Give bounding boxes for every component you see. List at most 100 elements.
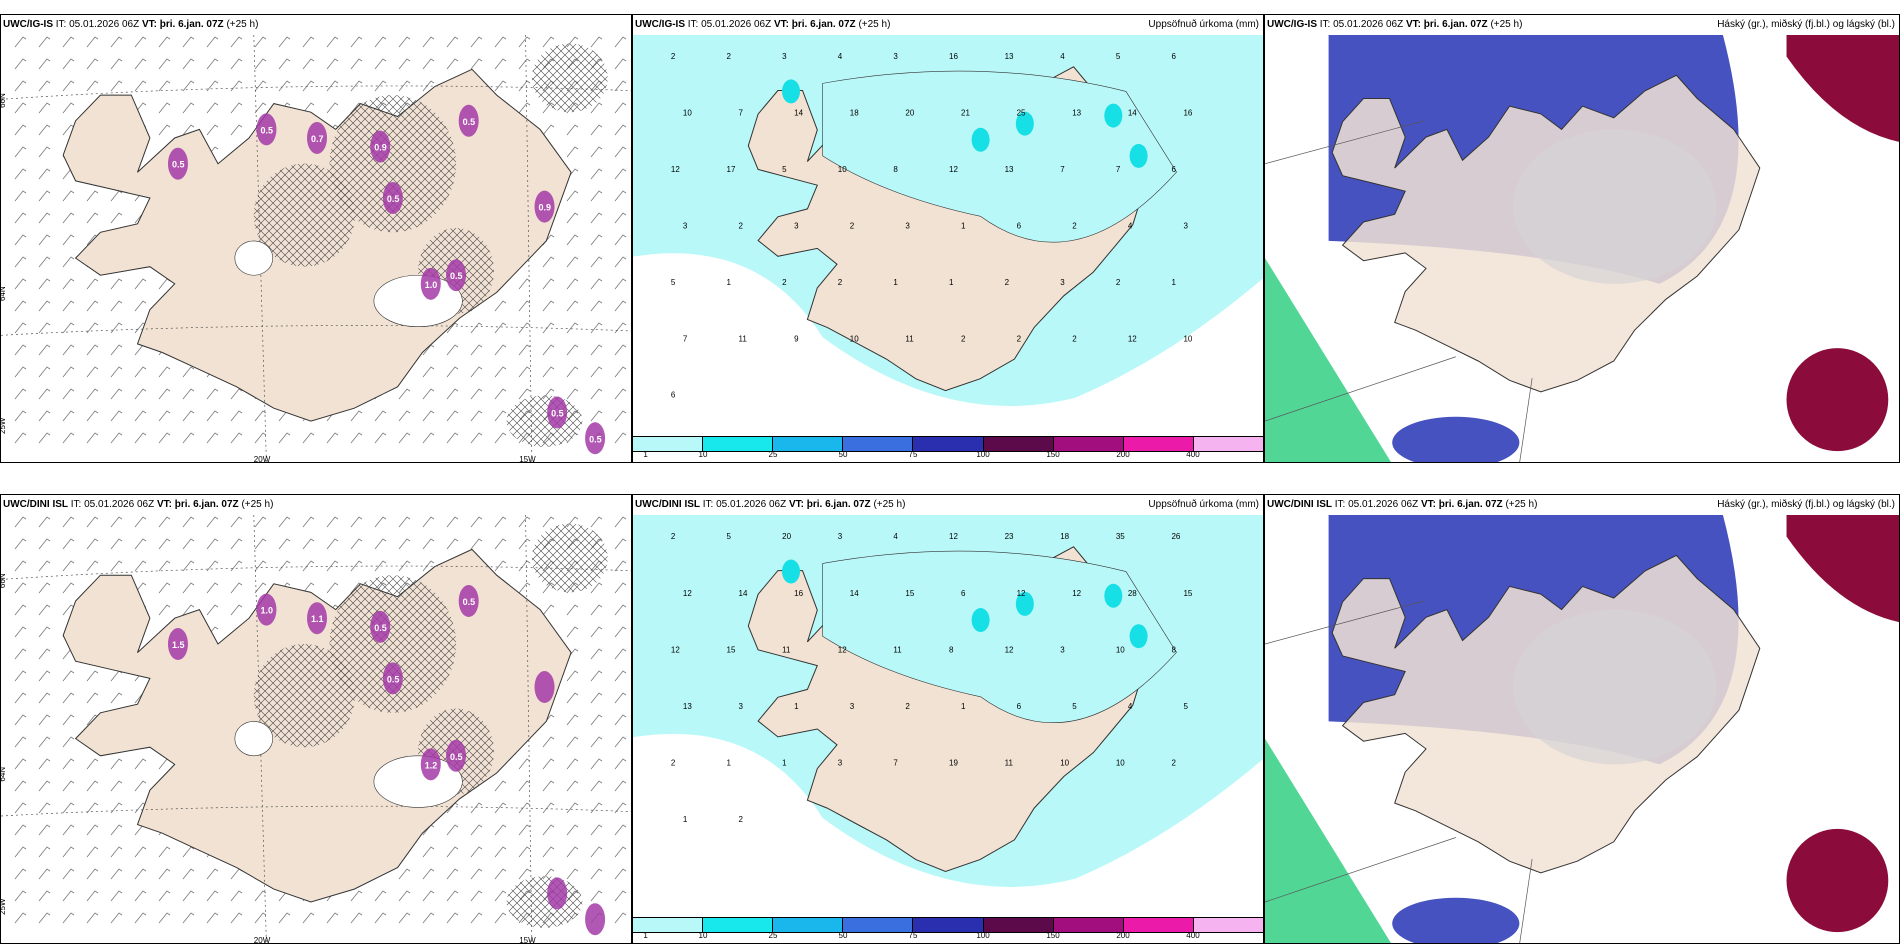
- wind-barb: [14, 80, 27, 92]
- wind-barb: [230, 516, 243, 528]
- wind-barb: [398, 890, 411, 902]
- wind-barb: [158, 538, 171, 550]
- panel-header: UWC/DINI ISL IT: 05.01.2026 06Z VT: þri.…: [1, 495, 631, 515]
- precip-amount-label: 6: [1017, 221, 1022, 230]
- longitude-line: [253, 35, 267, 462]
- wind-barb: [518, 58, 531, 70]
- wind-barb: [14, 626, 27, 638]
- precip-amount-label: 17: [727, 165, 736, 174]
- wind-barb: [14, 168, 27, 180]
- wind-barb: [494, 846, 507, 858]
- cloud-cover-map[interactable]: [1265, 35, 1900, 463]
- wind-barb: [614, 758, 627, 770]
- colorbar-swatch: [983, 437, 1054, 451]
- wind-barb: [14, 366, 27, 378]
- wind-barb: [182, 432, 195, 444]
- precip-amount-label: 11: [739, 334, 748, 343]
- wind-barb: [254, 58, 267, 70]
- lead-time: (+25 h): [226, 19, 259, 30]
- wind-barb: [590, 846, 603, 858]
- precip-amount-label: 7: [1116, 165, 1121, 174]
- wind-barb: [134, 300, 147, 312]
- wind-barb: [398, 80, 411, 92]
- glacier-area: [234, 240, 274, 276]
- wind-barb: [158, 868, 171, 880]
- wind-barb: [110, 670, 123, 682]
- precip-amount-label: 20: [905, 109, 914, 118]
- precip-amount-label: 14: [850, 589, 859, 598]
- wind-barb: [614, 388, 627, 400]
- wind-barb: [398, 388, 411, 400]
- wind-barb: [446, 344, 459, 356]
- wind-barb: [494, 80, 507, 92]
- wind-barb: [110, 432, 123, 444]
- wind-barb: [182, 846, 195, 858]
- cloud-cover-map[interactable]: [1265, 515, 1900, 944]
- precip-heavy-area: [971, 608, 990, 633]
- snow-area: [167, 147, 188, 180]
- wind-barb: [566, 714, 579, 726]
- wind-barb: [566, 256, 579, 268]
- precip-amount-label: 18: [850, 109, 859, 118]
- colorbar-swatch: [1123, 437, 1194, 451]
- wind-barb: [182, 604, 195, 616]
- wind-barb: [86, 58, 99, 70]
- wind-barb: [38, 256, 51, 268]
- colorbar-swatch: [843, 918, 914, 932]
- wind-barb: [62, 366, 75, 378]
- snow-label: 1.5: [172, 640, 185, 650]
- wind-barb: [38, 912, 51, 924]
- wind-snow-map[interactable]: 0.5 0.5 0.7 0.9 0.5 0.5 0.5 1.0 0.9 0.5 0.5 20W 15W 6…: [1, 35, 632, 463]
- wind-barb: [14, 278, 27, 290]
- snow-hatch-area: [253, 163, 355, 267]
- wind-barb: [38, 344, 51, 356]
- wind-barb: [326, 560, 339, 572]
- wind-barb: [614, 58, 627, 70]
- wind-barb: [614, 124, 627, 136]
- wind-barb: [62, 124, 75, 136]
- precip-amount-label: 2: [739, 815, 744, 824]
- wind-barb: [422, 846, 435, 858]
- precip-heavy-area: [1129, 143, 1148, 168]
- longitude-line: [1519, 378, 1533, 462]
- wind-barb: [38, 626, 51, 638]
- wind-barb: [14, 758, 27, 770]
- map-panel-top-right: UWC/IG-IS IT: 05.01.2026 06Z VT: þri. 6.…: [1264, 14, 1900, 463]
- wind-barb: [134, 758, 147, 770]
- wind-barb: [470, 432, 483, 444]
- wind-barb: [38, 824, 51, 836]
- wind-barb: [326, 36, 339, 48]
- wind-barb: [470, 516, 483, 528]
- wind-barb: [182, 388, 195, 400]
- wind-barb: [470, 538, 483, 550]
- snow-hatch-area: [329, 95, 457, 233]
- wind-barb: [614, 802, 627, 814]
- wind-snow-map[interactable]: 1.5 1.0 1.1 0.5 0.5 0.5 0.5 1.2 20W 15W 66N 64N 25W: [1, 515, 632, 944]
- wind-barb: [14, 234, 27, 246]
- vt-value: þri. 6.jan. 07Z: [791, 19, 856, 30]
- wind-barb: [86, 432, 99, 444]
- wind-barb: [566, 278, 579, 290]
- wind-barb: [254, 516, 267, 528]
- wind-barb: [158, 58, 171, 70]
- wind-barb: [134, 868, 147, 880]
- wind-barb: [470, 58, 483, 70]
- wind-barb: [446, 868, 459, 880]
- snow-label: 0.7: [311, 134, 324, 144]
- wind-barb: [518, 300, 531, 312]
- precip-amount-label: 12: [671, 165, 680, 174]
- low-cloud-area: [1786, 348, 1889, 452]
- colorbar-tick-label: 150: [1046, 931, 1060, 940]
- vt-value: þri. 6.jan. 07Z: [1438, 499, 1503, 510]
- precip-amount-label: 12: [671, 645, 680, 654]
- wind-barb: [350, 36, 363, 48]
- wind-barb: [350, 912, 363, 924]
- wind-barb: [110, 890, 123, 902]
- latitude-line: [1265, 356, 1456, 422]
- wind-barb: [614, 102, 627, 114]
- wind-barb: [110, 516, 123, 528]
- vt-label: VT:: [1420, 499, 1436, 510]
- wind-barb: [86, 692, 99, 704]
